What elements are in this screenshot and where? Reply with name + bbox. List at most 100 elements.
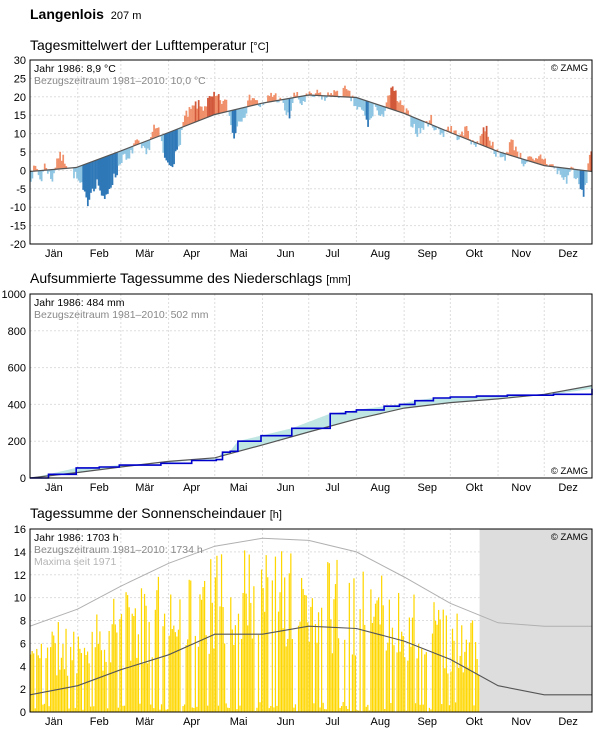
sunshine-bar bbox=[190, 580, 192, 712]
sunshine-chart: 16 14 12 10 8 6 4 2 0 Jän Feb Mär Apr Mai Jun Jul Aug Sep… bbox=[14, 524, 593, 728]
sunshine-bar bbox=[183, 704, 186, 712]
temperature-bar bbox=[439, 128, 442, 135]
precipitation-x-tick-label: Jän bbox=[45, 482, 63, 494]
sunshine-bar bbox=[142, 663, 144, 712]
temperature-bar bbox=[581, 170, 583, 190]
precipitation-x-tick-label: Feb bbox=[90, 482, 109, 494]
sunshine-bar bbox=[42, 704, 44, 712]
sunshine-x-tick-label: Feb bbox=[90, 716, 109, 728]
temperature-bar bbox=[484, 131, 486, 147]
sunshine-bar bbox=[39, 658, 41, 712]
sunshine-bar bbox=[267, 577, 269, 712]
temperature-bar bbox=[296, 92, 299, 97]
sunshine-bar bbox=[251, 638, 253, 712]
temperature-bar bbox=[51, 169, 54, 182]
temperature-bar bbox=[59, 151, 61, 169]
temperature-bar bbox=[220, 103, 223, 113]
sunshine-bar bbox=[288, 573, 290, 712]
temperature-bar bbox=[77, 166, 80, 181]
temperature-bar bbox=[153, 124, 155, 139]
sunshine-bar bbox=[396, 652, 398, 712]
sunshine-bar bbox=[193, 707, 195, 712]
sunshine-bar bbox=[471, 620, 474, 712]
temperature-bar bbox=[48, 169, 51, 172]
temperature-bar bbox=[60, 160, 63, 169]
temperature-bar bbox=[90, 162, 92, 193]
sunshine-bar bbox=[224, 643, 226, 712]
temperature-bar bbox=[262, 102, 265, 106]
temperature-bar bbox=[473, 142, 476, 145]
sunshine-bar bbox=[416, 658, 418, 712]
sunshine-bar bbox=[85, 655, 87, 712]
temperature-bar bbox=[43, 163, 46, 171]
sunshine-bar bbox=[365, 706, 367, 712]
sunshine-bar bbox=[473, 705, 475, 712]
sunshine-bar bbox=[328, 563, 330, 712]
temperature-bar bbox=[348, 90, 351, 98]
temperature-x-tick-label: Mär bbox=[135, 248, 154, 260]
sunshine-bar bbox=[336, 559, 338, 712]
temperature-bar bbox=[418, 119, 420, 129]
precipitation-x-tick-label: Apr bbox=[183, 482, 200, 494]
sunshine-bar bbox=[351, 654, 354, 712]
temperature-bar bbox=[39, 170, 41, 180]
temperature-title-text: Tagesmittelwert der Lufttemperatur bbox=[30, 37, 247, 53]
sunshine-bar bbox=[461, 625, 463, 712]
temperature-bar bbox=[314, 93, 317, 96]
sunshine-bar bbox=[63, 669, 66, 712]
temperature-bar bbox=[516, 151, 519, 158]
sunshine-bar bbox=[282, 628, 284, 712]
temperature-bar bbox=[96, 159, 98, 180]
temperature-bar bbox=[73, 167, 75, 179]
temperature-y-tick-label: 15 bbox=[14, 110, 26, 122]
sunshine-bar bbox=[191, 707, 193, 712]
temperature-bar bbox=[550, 164, 553, 167]
sunshine-bar bbox=[293, 707, 295, 712]
temperature-bar bbox=[42, 170, 45, 172]
temperature-bar bbox=[56, 158, 58, 170]
temperature-bar bbox=[116, 152, 118, 176]
temperature-bar bbox=[165, 133, 168, 161]
sunshine-bar bbox=[399, 651, 401, 712]
sunshine-bar bbox=[106, 708, 109, 712]
temperature-bar bbox=[521, 158, 523, 164]
sunshine-bar bbox=[311, 598, 314, 712]
temperature-bar bbox=[183, 115, 186, 127]
sunshine-bar bbox=[140, 588, 143, 712]
temperature-bar bbox=[53, 169, 55, 174]
temperature-bar bbox=[559, 167, 562, 175]
temperature-bar bbox=[273, 95, 276, 102]
sunshine-bar bbox=[50, 647, 52, 712]
temperature-bar bbox=[268, 95, 271, 102]
temperature-bar bbox=[479, 135, 482, 145]
temperature-bar bbox=[390, 87, 393, 110]
temperature-bar bbox=[538, 156, 540, 164]
sunshine-bar bbox=[317, 612, 320, 712]
temperature-bar bbox=[561, 167, 563, 178]
sunshine-bar bbox=[397, 592, 400, 712]
temperature-bar bbox=[319, 92, 322, 96]
sunshine-bar bbox=[279, 592, 281, 712]
temperature-bar bbox=[422, 121, 425, 130]
temperature-bar bbox=[308, 91, 311, 96]
sunshine-x-tick-label: Dez bbox=[558, 716, 578, 728]
temperature-bar bbox=[130, 147, 132, 151]
temperature-bar bbox=[167, 132, 169, 163]
temperature-bar bbox=[587, 163, 590, 172]
temperature-bar bbox=[188, 107, 191, 125]
sunshine-bar bbox=[31, 651, 33, 712]
temperature-bar bbox=[585, 170, 588, 184]
sunshine-x-tick-label: Aug bbox=[370, 716, 390, 728]
sunshine-bar bbox=[310, 606, 312, 712]
sunshine-bar bbox=[159, 709, 161, 712]
temperature-bar bbox=[233, 109, 235, 139]
temperature-bar bbox=[428, 120, 431, 124]
sunshine-bar bbox=[410, 646, 412, 712]
sunshine-bar bbox=[402, 635, 404, 712]
sunshine-bar bbox=[113, 598, 115, 712]
temperature-bar bbox=[271, 96, 274, 102]
temperature-bar bbox=[174, 129, 177, 152]
sunshine-bar bbox=[377, 597, 380, 712]
temperature-bar bbox=[103, 156, 106, 199]
temperature-x-tick-label: Apr bbox=[183, 248, 200, 260]
